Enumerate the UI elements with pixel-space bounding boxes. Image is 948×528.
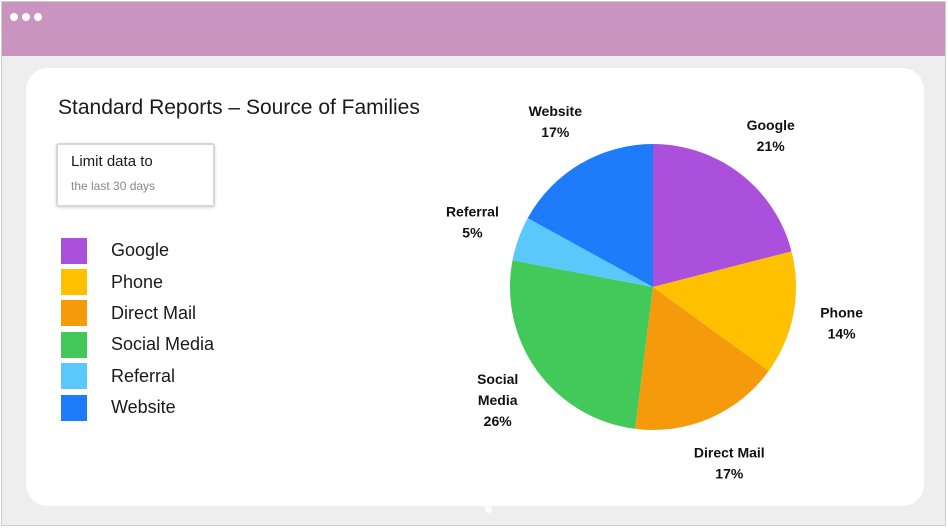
legend-swatch [61,237,87,264]
report-card: Standard Reports – Source of Families Li… [26,68,924,506]
legend-item-social-media: Social Media [61,329,214,360]
legend-item-website: Website [61,392,214,423]
date-range-filter[interactable]: Limit data to the last 30 days [56,143,215,207]
slice-label-phone: Phone 14% [820,305,863,342]
window-dot-icon[interactable] [10,13,18,21]
legend-swatch [61,363,87,390]
chart-legend: Google Phone Direct Mail Social Media Referr… [61,235,214,423]
scroll-indicator[interactable] [485,506,492,513]
window-dot-icon[interactable] [22,13,30,21]
legend-item-phone: Phone [61,266,214,297]
legend-swatch [61,331,87,358]
pie-slice-social-media[interactable] [509,260,653,429]
slice-label-google: Google 21% [747,117,795,154]
legend-label: Social Media [111,334,215,355]
pie-slice-google[interactable] [653,144,792,287]
pie-slice-referral[interactable] [512,218,653,287]
legend-label: Google [111,240,170,261]
legend-item-google: Google [61,235,214,266]
legend-swatch [61,269,87,296]
window-dot-icon[interactable] [34,13,42,21]
legend-label: Phone [111,271,164,292]
legend-label: Referral [111,365,176,386]
legend-swatch [61,394,87,421]
title-bar [2,2,945,56]
legend-item-direct-mail: Direct Mail [61,298,214,329]
page-title: Standard Reports – Source of Families [58,96,420,119]
legend-label: Direct Mail [111,302,197,323]
legend-item-referral: Referral [61,361,214,392]
pie-slice-website[interactable] [527,144,653,287]
legend-swatch [61,300,87,327]
pie-slice-direct-mail[interactable] [635,287,769,430]
window-controls [10,13,42,21]
pie-slice-phone[interactable] [653,251,797,372]
slice-label-referral: Referral 5% [446,204,499,241]
legend-label: Website [111,397,176,418]
slice-label-direct-mail: Direct Mail 17% [694,445,765,482]
filter-value: the last 30 days [71,179,156,193]
slice-label-social-media: Social Media 26% [477,371,518,429]
slice-label-website: Website 17% [529,103,583,140]
filter-label: Limit data to [71,153,153,170]
pie-chart: Google 21% Phone 14% Direct Mail 17% Social Med… [446,103,863,482]
